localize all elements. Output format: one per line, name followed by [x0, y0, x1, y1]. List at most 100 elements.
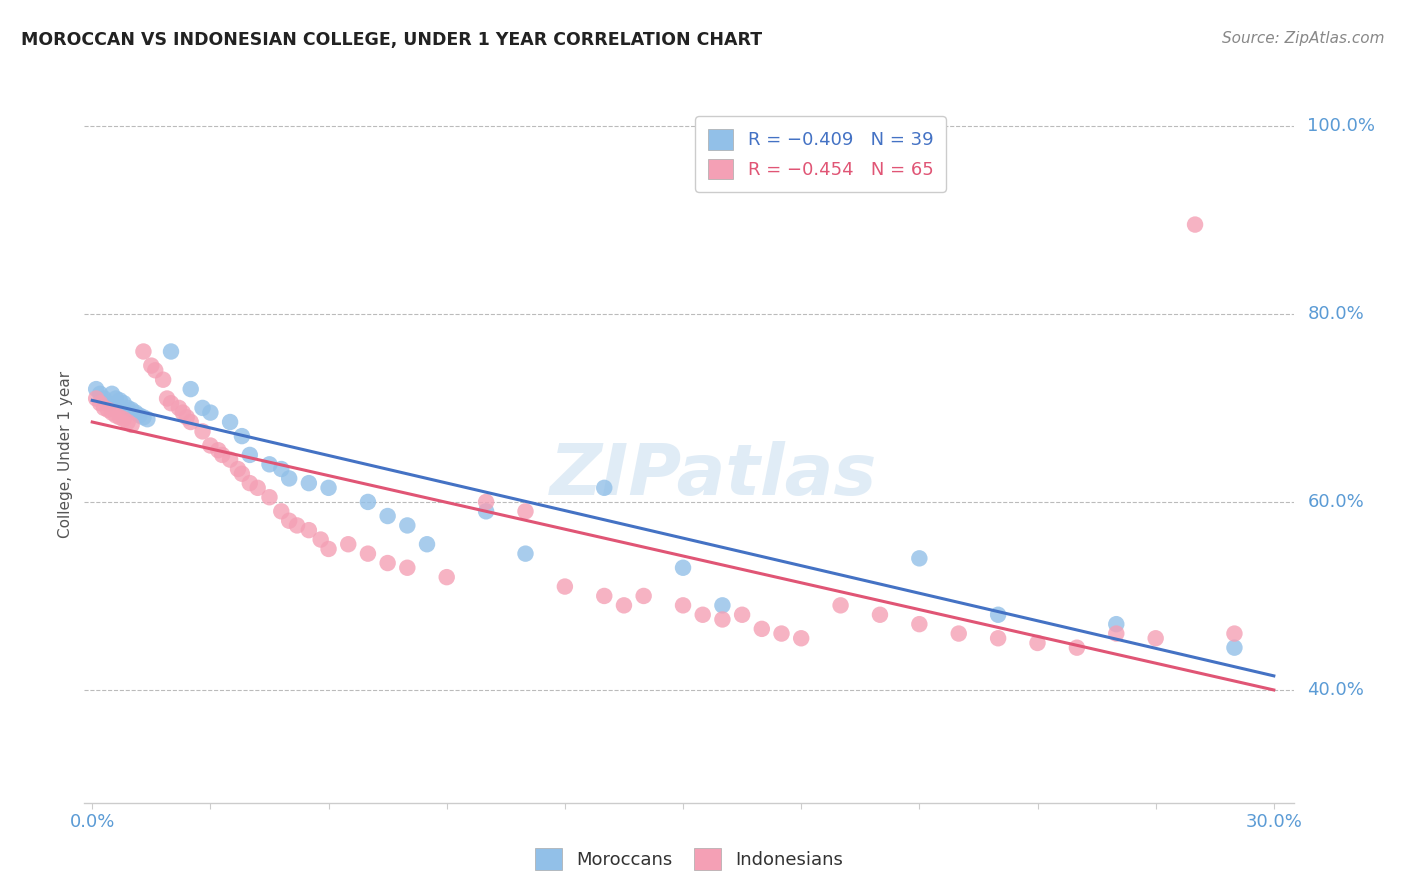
Point	[176, 410, 198, 425]
Point	[515, 547, 537, 561]
Point	[104, 409, 127, 423]
Point	[143, 363, 166, 377]
Point	[104, 392, 127, 406]
Point	[908, 617, 931, 632]
Point	[108, 393, 131, 408]
Point	[1144, 632, 1167, 646]
Point	[231, 467, 253, 481]
Point	[298, 523, 321, 537]
Point	[191, 425, 214, 439]
Point	[124, 406, 146, 420]
Point	[108, 410, 131, 425]
Point	[987, 632, 1010, 646]
Point	[121, 417, 143, 432]
Point	[97, 402, 120, 417]
Point	[270, 504, 292, 518]
Text: Source: ZipAtlas.com: Source: ZipAtlas.com	[1222, 31, 1385, 46]
Point	[285, 518, 308, 533]
Point	[180, 382, 202, 396]
Point	[89, 386, 111, 401]
Text: MOROCCAN VS INDONESIAN COLLEGE, UNDER 1 YEAR CORRELATION CHART: MOROCCAN VS INDONESIAN COLLEGE, UNDER 1 …	[21, 31, 762, 49]
Point	[200, 438, 222, 452]
Point	[731, 607, 754, 622]
Point	[167, 401, 190, 415]
Point	[416, 537, 439, 551]
Point	[97, 396, 120, 410]
Point	[830, 599, 852, 613]
Point	[259, 490, 281, 504]
Point	[1223, 640, 1246, 655]
Point	[298, 476, 321, 491]
Point	[191, 401, 214, 415]
Point	[554, 580, 576, 594]
Point	[377, 509, 399, 524]
Point	[751, 622, 773, 636]
Point	[246, 481, 269, 495]
Point	[93, 401, 115, 415]
Point	[711, 599, 734, 613]
Point	[396, 560, 419, 574]
Point	[160, 396, 183, 410]
Point	[1105, 617, 1128, 632]
Text: 100.0%: 100.0%	[1308, 117, 1375, 135]
Point	[475, 495, 498, 509]
Point	[239, 448, 262, 462]
Point	[1223, 626, 1246, 640]
Point	[200, 406, 222, 420]
Point	[101, 386, 124, 401]
Legend: Moroccans, Indonesians: Moroccans, Indonesians	[527, 841, 851, 877]
Point	[121, 402, 143, 417]
Point	[219, 452, 242, 467]
Point	[101, 406, 124, 420]
Point	[132, 344, 155, 359]
Point	[318, 541, 340, 556]
Point	[156, 392, 179, 406]
Point	[337, 537, 360, 551]
Point	[160, 344, 183, 359]
Point	[790, 632, 813, 646]
Point	[207, 443, 229, 458]
Point	[239, 476, 262, 491]
Point	[869, 607, 891, 622]
Text: 80.0%: 80.0%	[1308, 305, 1364, 323]
Point	[711, 612, 734, 626]
Point	[692, 607, 714, 622]
Point	[377, 556, 399, 570]
Point	[1066, 640, 1088, 655]
Point	[948, 626, 970, 640]
Point	[180, 415, 202, 429]
Point	[1184, 218, 1206, 232]
Point	[132, 410, 155, 425]
Point	[475, 504, 498, 518]
Point	[231, 429, 253, 443]
Point	[152, 373, 174, 387]
Point	[211, 448, 233, 462]
Point	[396, 518, 419, 533]
Point	[672, 599, 695, 613]
Point	[593, 481, 616, 495]
Point	[259, 458, 281, 472]
Point	[172, 406, 194, 420]
Point	[613, 599, 636, 613]
Point	[987, 607, 1010, 622]
Point	[270, 462, 292, 476]
Point	[117, 401, 139, 415]
Point	[278, 514, 301, 528]
Point	[357, 495, 380, 509]
Point	[89, 396, 111, 410]
Point	[1026, 636, 1049, 650]
Point	[128, 409, 150, 423]
Point	[357, 547, 380, 561]
Point	[593, 589, 616, 603]
Point	[112, 396, 135, 410]
Point	[93, 392, 115, 406]
Point	[318, 481, 340, 495]
Point	[141, 359, 163, 373]
Point	[1105, 626, 1128, 640]
Y-axis label: College, Under 1 year: College, Under 1 year	[58, 371, 73, 539]
Point	[226, 462, 249, 476]
Text: 60.0%: 60.0%	[1308, 493, 1364, 511]
Point	[309, 533, 332, 547]
Point	[633, 589, 655, 603]
Point	[84, 382, 107, 396]
